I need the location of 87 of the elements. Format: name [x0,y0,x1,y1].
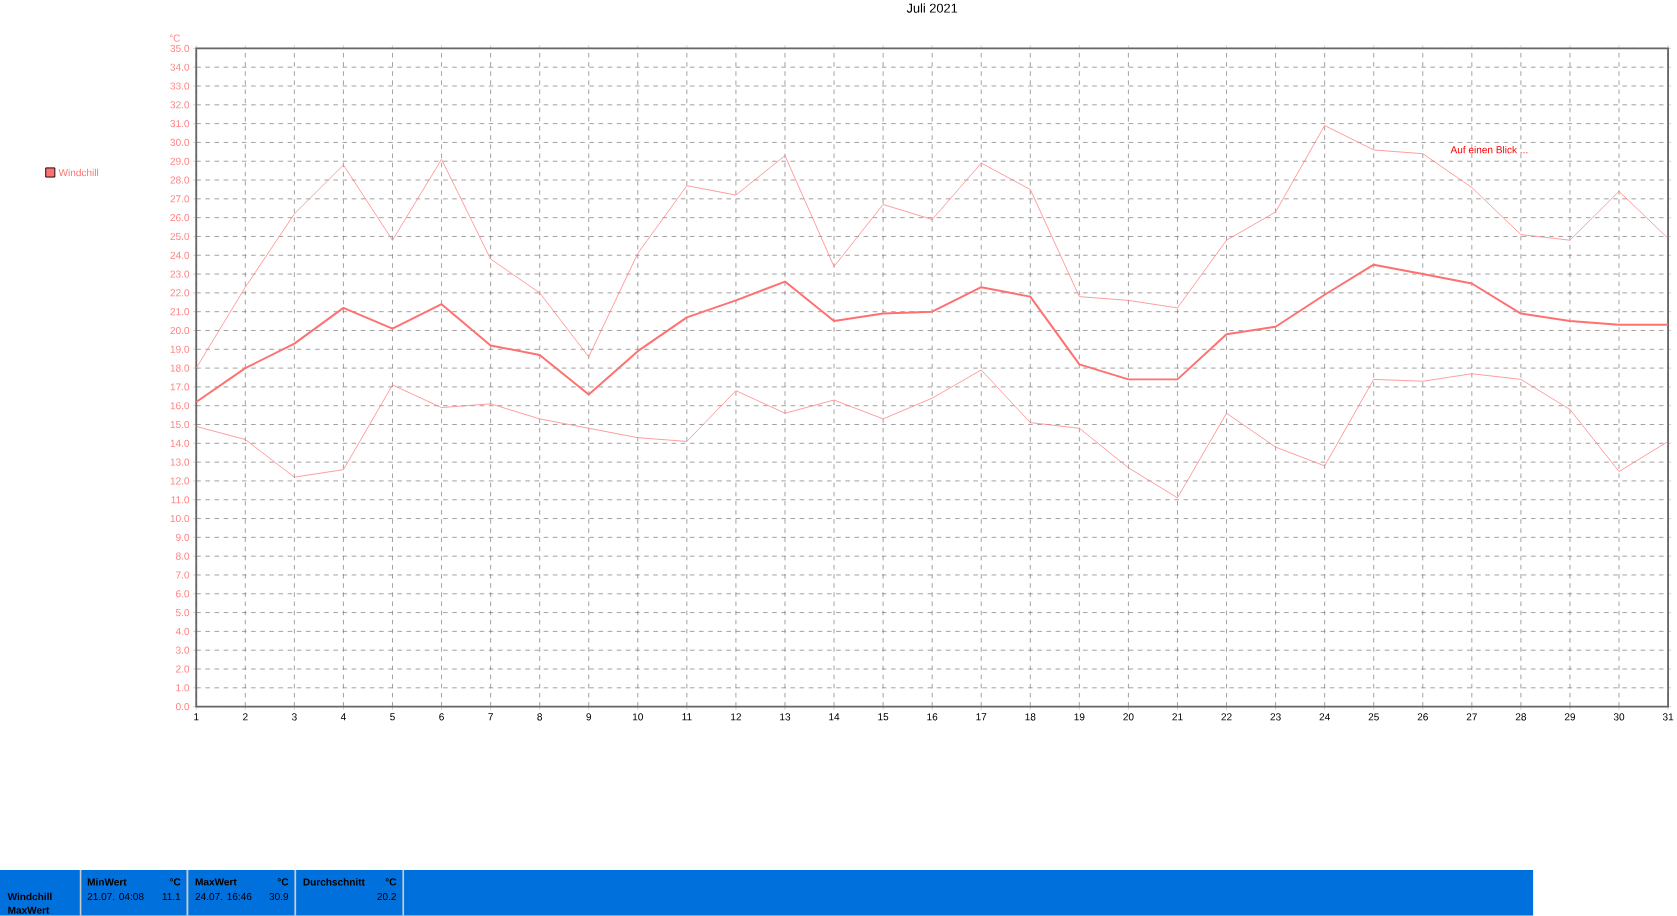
y-tick-label: 26.0 [170,214,190,222]
y-tick-label: 16.0 [170,402,190,410]
x-tick-label: 3 [291,713,297,721]
y-tick-label: 9.0 [176,533,190,542]
text: °C [385,878,397,886]
line-series [195,125,1669,369]
x-tick-label: 25 [1368,713,1379,721]
chart-title: Juli 2021 [906,3,958,13]
y-tick-label: 4.0 [175,627,190,636]
text: Windchill [7,892,52,901]
text: Durchschnitt [303,878,365,886]
x-tick-label: 7 [488,713,493,721]
y-tick-label: 29.0 [170,157,190,165]
text: 21.07. 04:08 [87,893,144,901]
y-tick-label: 20.0 [170,327,190,335]
text: 24.07. 16:46 [195,893,252,901]
y-tick-label: 12.0 [170,477,190,485]
x-tick-label: 9 [586,713,592,721]
y-tick-label: 30.0 [170,139,190,147]
x-tick-label: 10 [632,713,643,721]
text: MaxWert [8,906,50,914]
x-tick-label: 24 [1319,713,1330,721]
x-tick-label: 6 [439,713,444,721]
x-tick-label: 29 [1564,713,1576,721]
x-tick-label: 17 [976,713,987,721]
x-tick-label: 22 [1221,713,1232,721]
y-tick-label: 23.0 [170,270,190,278]
y-tick-label: 21.0 [170,308,190,316]
y-tick-label: 31.0 [170,120,190,128]
x-tick-label: 13 [780,713,791,721]
y-tick-label: 28.0 [170,176,190,184]
x-tick-label: 30 [1613,713,1625,721]
x-tick-label: 19 [1074,713,1085,721]
y-tick-label: 35.0 [170,44,190,53]
x-tick-label: 5 [390,713,395,721]
x-tick-label: 11 [682,713,692,721]
y-tick-label: 3.0 [175,646,190,654]
line-series [195,263,1670,404]
y-tick-label: 14.0 [170,439,190,448]
x-tick-label: 15 [878,713,889,721]
y-tick-label: 17.0 [170,383,190,391]
y-tick-label: 19.0 [170,345,190,353]
y-tick-label: 34.0 [170,63,190,71]
x-tick-label: 16 [927,713,938,721]
x-tick-label: 18 [1025,713,1036,721]
text: °C [277,878,289,886]
y-tick-label: 10.0 [170,515,190,523]
x-tick-label: 4 [340,713,346,721]
text: 11.1 [162,893,181,901]
y-tick-label: 33.0 [170,82,190,90]
x-tick-label: 1 [194,713,199,721]
annotation: Auf einen Blick ... [1450,146,1528,154]
x-tick-label: 2 [243,713,248,721]
y-tick-label: 5.0 [175,609,190,617]
y-tick-label: 13.0 [170,458,190,466]
x-tick-label: 23 [1270,713,1281,721]
text: °C [169,878,181,886]
y-tick-label: 18.0 [170,364,190,372]
x-tick-label: 12 [731,713,742,721]
x-tick-label: 21 [1172,713,1183,721]
y-tick-label: 24.0 [170,251,190,259]
y-tick-label: 32.0 [170,101,190,109]
x-tick-label: 27 [1466,713,1477,721]
y-tick-label: 15.0 [170,421,190,429]
y-tick-label: 27.0 [170,195,190,203]
y-tick-label: 22.0 [170,289,190,297]
x-tick-label: 8 [537,713,543,721]
text: 20.2 [377,893,396,901]
text: MaxWert [195,878,237,886]
y-axis-title: °C [169,34,181,42]
y-tick-label: 7.0 [176,571,190,579]
text: MinWert [87,878,127,886]
line-series [195,369,1669,499]
legend-label: Windchill [58,168,99,177]
y-tick-label: 11.0 [171,496,190,504]
x-tick-label: 26 [1417,713,1428,721]
y-tick-label: 0.0 [175,703,190,711]
y-tick-label: 6.0 [176,590,190,598]
y-tick-label: 8.0 [175,552,190,560]
x-tick-label: 31 [1662,713,1674,721]
y-tick-label: 1.0 [176,684,190,692]
text: 30.9 [269,893,289,901]
y-tick-label: 25.0 [170,233,190,241]
x-tick-label: 14 [829,713,840,721]
y-tick-label: 2.0 [176,665,190,673]
x-tick-label: 28 [1515,713,1527,721]
x-tick-label: 20 [1123,713,1134,721]
